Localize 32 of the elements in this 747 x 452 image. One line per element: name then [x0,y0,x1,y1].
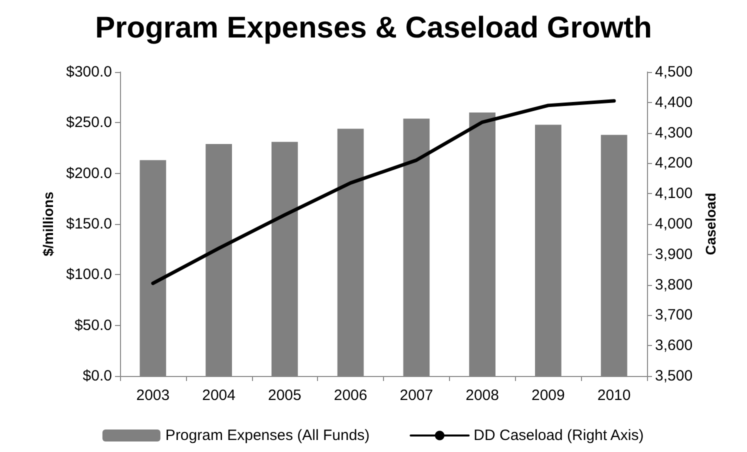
y2-tick-label: 4,200 [655,154,693,172]
y-tick-label: $300.0 [66,64,112,80]
y2-tick-label: 4,400 [655,94,693,111]
y-tick-label: $50.0 [74,316,112,334]
x-tick-label: 2009 [532,387,565,404]
y2-tick-label: 4,000 [655,216,693,232]
y-axis-title: $/millions [40,192,56,256]
y2-tick-label: 3,900 [655,246,693,263]
y2-axis-title: Caseload [702,192,718,256]
x-tick-label: 2008 [466,387,499,404]
y2-tick-label: 3,700 [655,306,693,324]
x-tick-label: 2005 [268,387,302,404]
y2-tick-label: 3,600 [655,337,693,354]
x-tick-label: 2007 [400,387,434,404]
x-tick-label: 2004 [202,387,236,404]
y2-tick-label: 4,300 [655,124,693,142]
y-tick-label: $150.0 [66,216,112,232]
legend-label: DD Caseload (Right Axis) [474,427,644,444]
line-series [151,99,616,286]
y-tick-label: $0.0 [82,368,112,384]
chart-title: Program Expenses & Caseload Growth [95,12,652,44]
y2-tick-label: 4,100 [655,185,693,202]
y-tick-label: $100.0 [66,266,112,284]
y-tick-label: $250.0 [66,114,112,132]
y2-tick-label: 3,800 [655,276,693,294]
x-tick-label: 2003 [136,387,170,404]
x-tick-label: 2006 [334,387,368,404]
y2-tick-label: 4,500 [655,64,693,80]
x-tick-label: 2010 [597,387,631,404]
y-tick-label: $200.0 [66,164,112,182]
legend-label: Program Expenses (All Funds) [165,427,370,444]
y2-tick-label: 3,500 [655,368,693,384]
